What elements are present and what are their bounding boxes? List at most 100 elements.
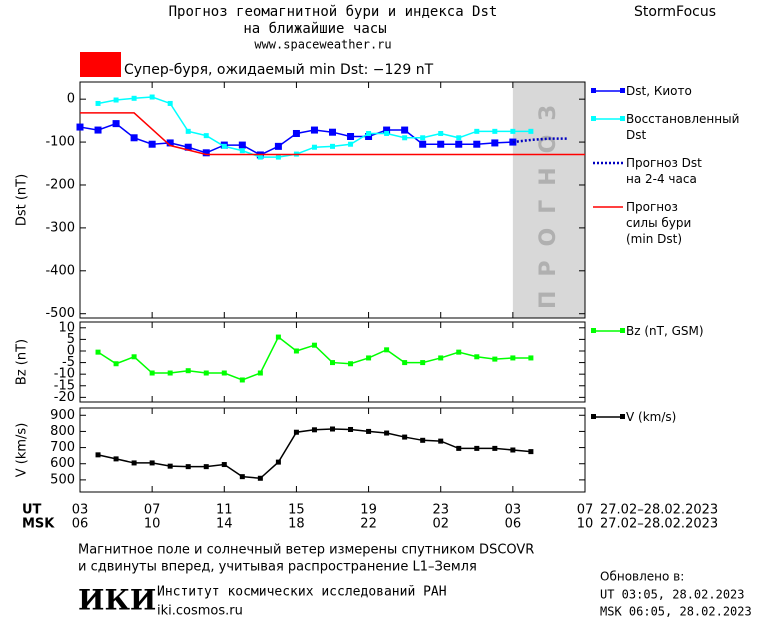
x-tick-label-msk: 22 xyxy=(360,517,377,532)
legend-entry: Dst, Киото xyxy=(626,84,692,98)
y-tick-label: 900 xyxy=(50,408,75,423)
data-point xyxy=(365,132,373,140)
data-point xyxy=(275,154,281,160)
data-point xyxy=(113,97,119,103)
data-point xyxy=(420,360,426,366)
x-tick-label-msk: 02 xyxy=(432,517,449,532)
data-point xyxy=(510,128,516,134)
data-point xyxy=(402,135,408,141)
data-point xyxy=(95,452,101,458)
data-point xyxy=(492,445,498,451)
data-point xyxy=(94,126,102,134)
data-point xyxy=(456,445,462,451)
x-tick-label-ut: 23 xyxy=(432,503,449,518)
x-tick-label-ut: 07 xyxy=(577,503,594,518)
legend-entry: V (km/s) xyxy=(626,410,677,424)
y-tick-label: 10 xyxy=(58,320,75,335)
y-axis-label: V (km/s) xyxy=(15,423,30,478)
y-tick-label: -10 xyxy=(54,367,75,382)
data-point xyxy=(293,429,299,435)
y-axis-label: Bz (nT) xyxy=(15,339,30,385)
y-tick-label: 500 xyxy=(50,472,75,487)
storm-label: Супер-буря, ожидаемый min Dst: −129 nT xyxy=(124,62,434,78)
x-label-msk: MSK xyxy=(22,517,55,532)
data-point xyxy=(456,349,462,355)
legend-entry: Прогноз Dst на 2-4 часа xyxy=(626,156,702,186)
data-point xyxy=(149,94,155,100)
x-label-ut: UT xyxy=(22,503,42,518)
data-point xyxy=(329,128,336,136)
legend-entry: Bz (nT, GSM) xyxy=(626,324,704,338)
updated-label: Обновлено в: xyxy=(600,570,684,584)
x-tick-label-ut: 03 xyxy=(72,503,89,518)
data-point xyxy=(293,348,299,354)
data-point xyxy=(474,128,480,134)
data-point xyxy=(437,140,445,148)
data-point xyxy=(420,437,426,443)
storm-flag xyxy=(80,52,121,77)
date-range: 27.02–28.02.2023 xyxy=(600,517,718,532)
institute: Институт космических исследований РАН xyxy=(157,585,447,600)
x-tick-label-msk: 06 xyxy=(72,517,89,532)
x-tick-label-ut: 03 xyxy=(505,503,522,518)
x-tick-label-ut: 19 xyxy=(360,503,377,518)
data-point xyxy=(492,128,498,134)
data-point xyxy=(401,126,409,134)
data-point xyxy=(167,370,173,376)
data-point xyxy=(185,128,191,134)
brand: StormFocus xyxy=(634,4,716,20)
data-point xyxy=(528,449,534,455)
legend-entry: Восстановленный Dst xyxy=(626,112,740,142)
data-point xyxy=(166,139,174,147)
series-line xyxy=(512,137,567,144)
data-point xyxy=(383,126,391,134)
y-tick-label: 600 xyxy=(50,456,75,471)
x-tick-label-msk: 10 xyxy=(577,517,594,532)
data-point xyxy=(257,475,263,481)
data-point xyxy=(347,132,355,140)
data-point xyxy=(456,135,462,141)
data-point xyxy=(203,464,209,470)
logo: ИКИ xyxy=(78,584,156,617)
data-point xyxy=(366,355,372,361)
data-point xyxy=(203,133,209,139)
data-point xyxy=(348,141,354,147)
data-point xyxy=(185,368,191,374)
data-point xyxy=(491,139,499,147)
y-tick-label: -5 xyxy=(62,355,75,370)
series-line xyxy=(80,112,585,156)
data-point xyxy=(221,462,227,468)
data-point xyxy=(402,434,408,440)
data-point xyxy=(275,459,281,465)
title: Прогноз геомагнитной бури и индекса Dst xyxy=(169,4,498,20)
plot-frame xyxy=(79,321,586,403)
data-point xyxy=(257,370,263,376)
data-point xyxy=(384,430,390,436)
data-point xyxy=(185,464,191,470)
legend-marker xyxy=(620,328,625,333)
data-point xyxy=(310,126,318,134)
data-point xyxy=(455,140,463,148)
data-point xyxy=(330,360,335,366)
data-point xyxy=(311,342,317,348)
data-point xyxy=(330,426,335,432)
legend-marker xyxy=(620,116,625,121)
y-tick-label: 0 xyxy=(67,343,75,358)
forecast-label: ПРОГНОЗ xyxy=(536,91,561,309)
data-point xyxy=(292,129,300,137)
plot-frame xyxy=(79,81,586,319)
subtitle: на ближайшие часы xyxy=(243,21,386,37)
data-point xyxy=(330,143,335,149)
data-point xyxy=(348,361,354,367)
data-point xyxy=(221,143,227,149)
data-point xyxy=(238,141,246,149)
data-point xyxy=(113,456,119,462)
data-point xyxy=(257,154,263,160)
data-point xyxy=(348,426,354,432)
legend-entry: Прогноз силы бури (min Dst) xyxy=(626,200,692,246)
x-tick-label-msk: 14 xyxy=(216,517,233,532)
legend-marker xyxy=(591,328,596,333)
updated-msk: MSK 06:05, 28.02.2023 xyxy=(600,605,752,619)
data-point xyxy=(112,120,120,128)
